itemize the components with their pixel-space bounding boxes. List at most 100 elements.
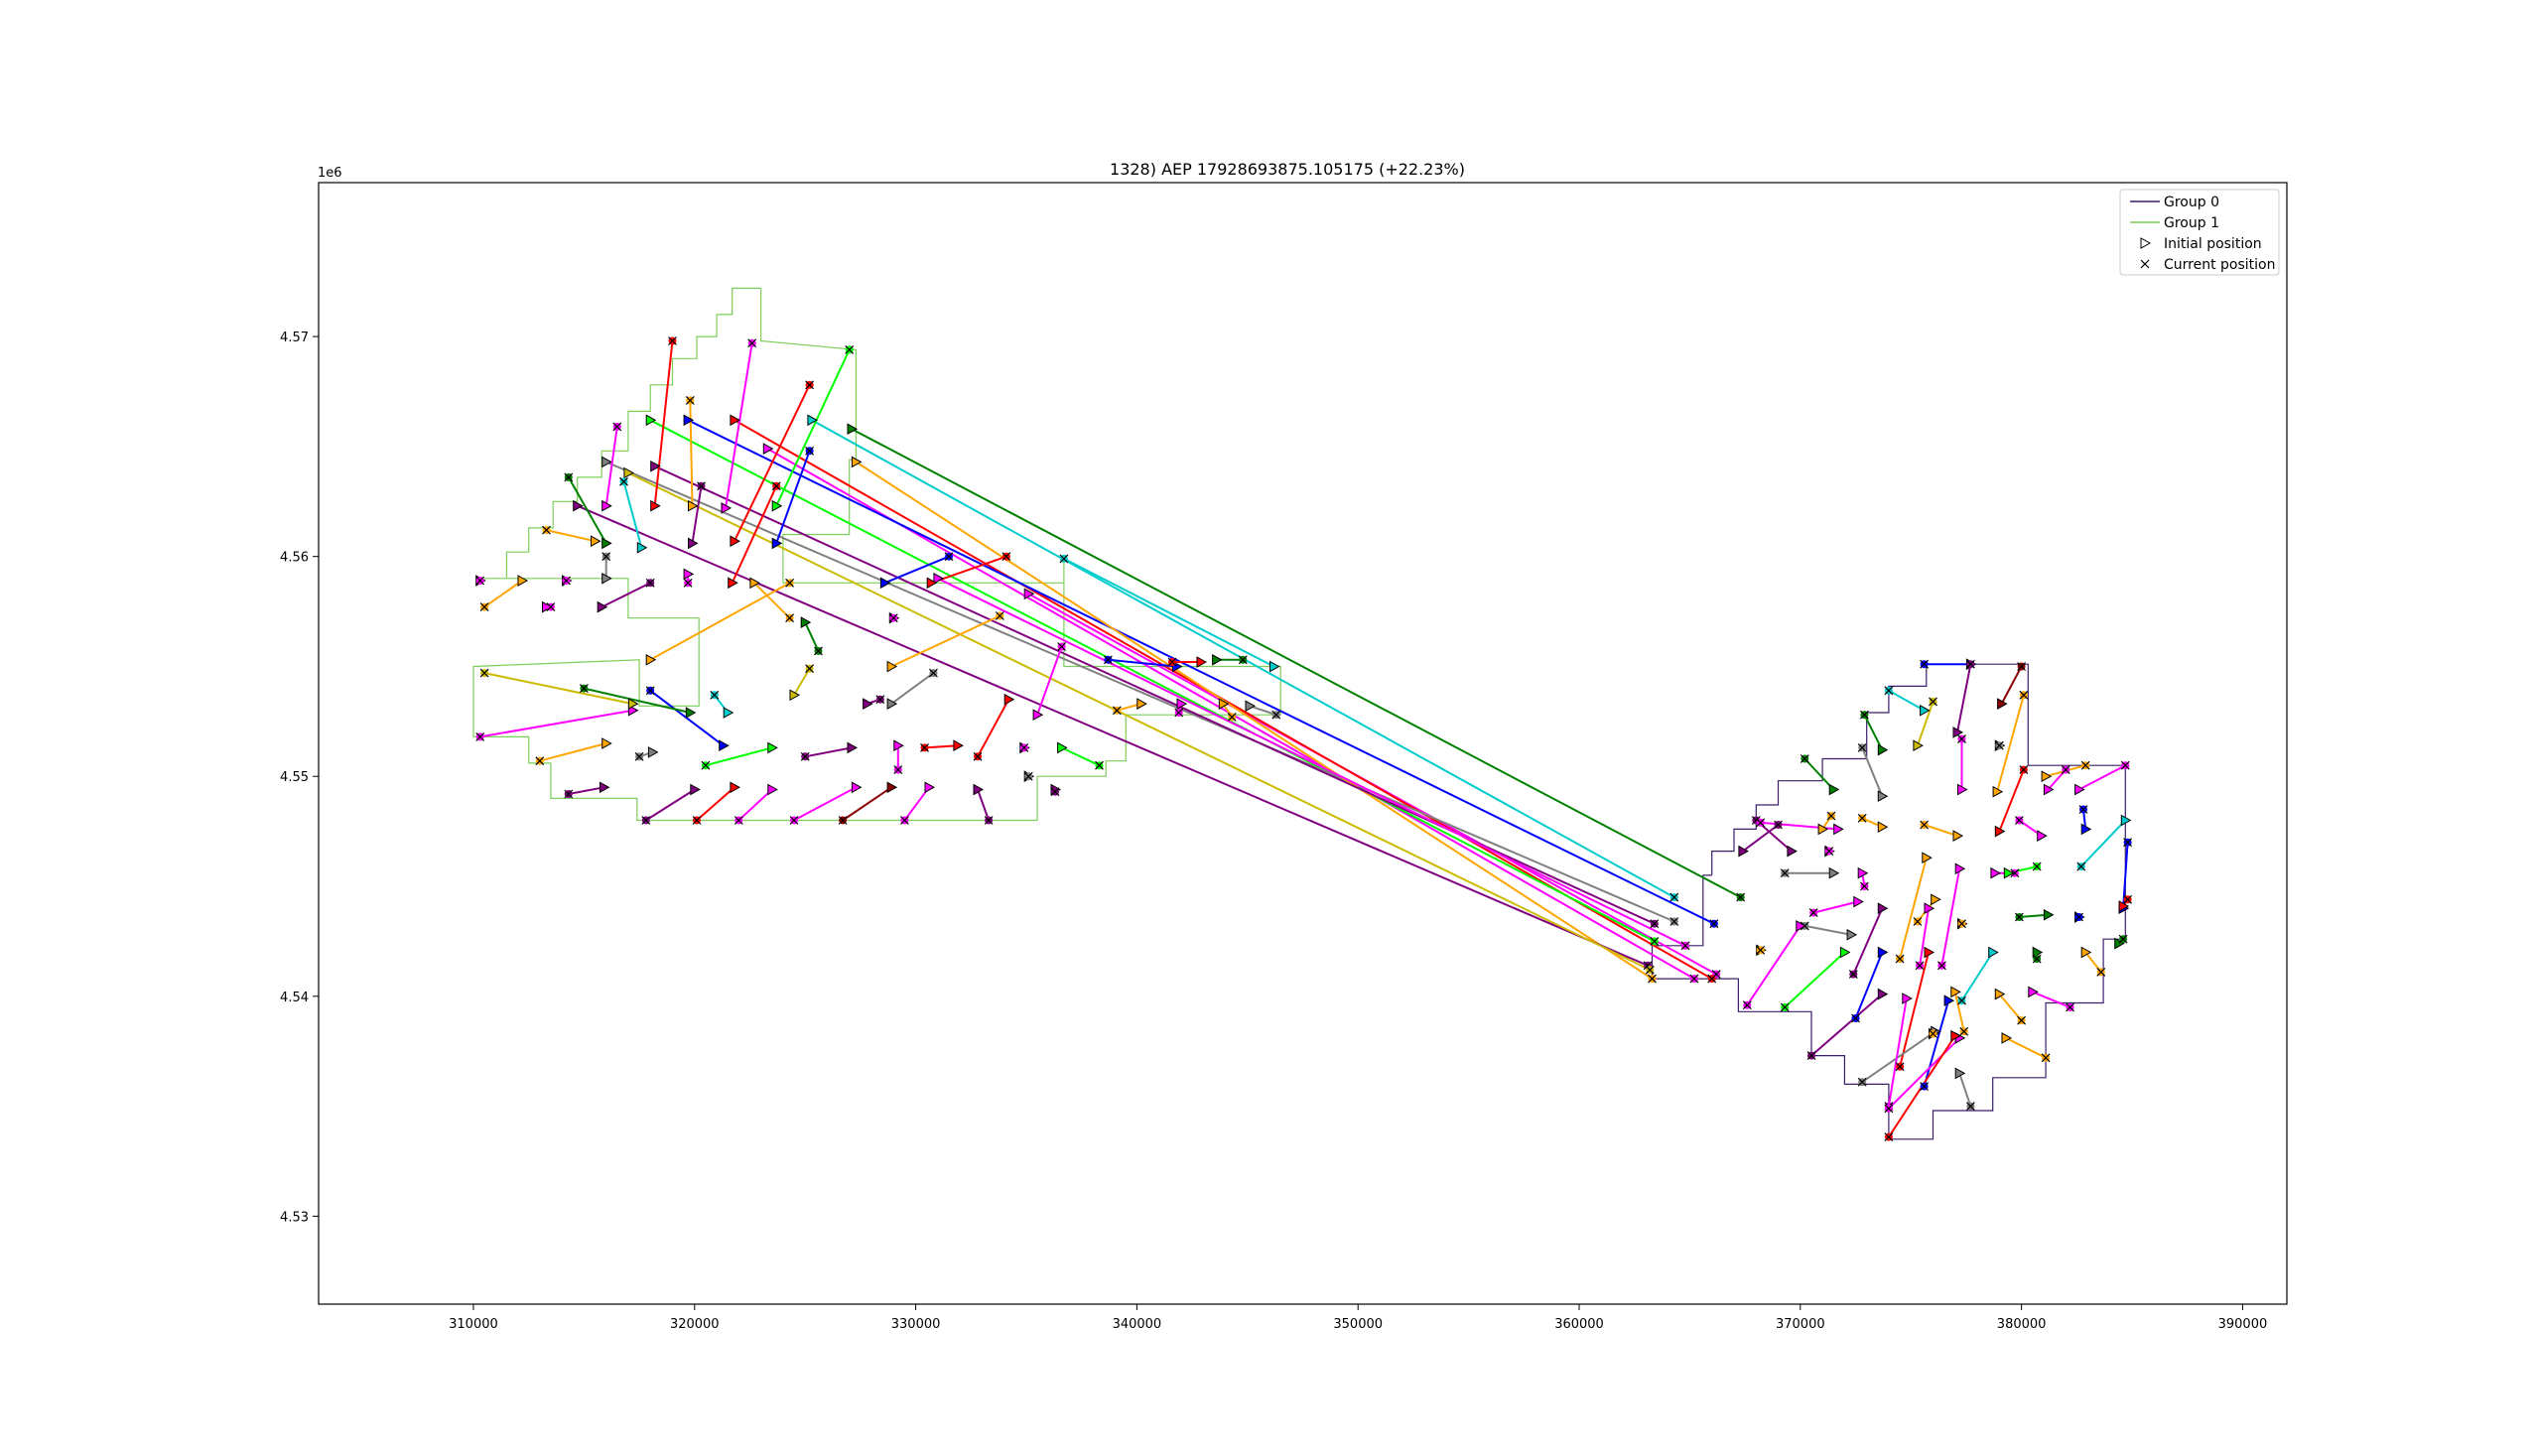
current-position-marker-47 bbox=[995, 611, 1004, 620]
movement-line-93 bbox=[2000, 666, 2023, 705]
movement-line-62 bbox=[977, 699, 1010, 757]
y-axis: 4.53 4.54 4.55 4.56 4.57 bbox=[280, 331, 319, 1225]
movement-line-31 bbox=[567, 476, 607, 544]
current-position-marker-94 bbox=[2019, 690, 2029, 700]
current-position-marker-21 bbox=[1174, 708, 1184, 718]
movement-line-43 bbox=[753, 582, 791, 619]
initial-position-marker-24 bbox=[688, 499, 699, 512]
current-position-marker-17 bbox=[1167, 657, 1177, 667]
current-position-marker-110 bbox=[2032, 954, 2042, 964]
movement-line-106 bbox=[2122, 842, 2129, 909]
movement-line-59 bbox=[805, 746, 853, 758]
boundary-group-0 bbox=[1651, 663, 2126, 1140]
current-position-marker-50 bbox=[1057, 642, 1067, 651]
initial-position-marker-36 bbox=[517, 575, 529, 587]
current-position-marker-46 bbox=[888, 613, 898, 623]
movement-line-8 bbox=[855, 461, 1654, 980]
initial-position-marker-115 bbox=[1988, 946, 1999, 959]
initial-position-marker-31 bbox=[601, 537, 612, 550]
initial-position-marker-30 bbox=[601, 499, 612, 512]
initial-position-marker-19 bbox=[1245, 700, 1257, 713]
movement-line-55 bbox=[584, 687, 691, 714]
boundary-group-1 bbox=[472, 287, 1281, 822]
current-position-marker-1 bbox=[1689, 974, 1699, 984]
initial-position-marker-75 bbox=[1738, 845, 1749, 858]
initial-position-marker-38 bbox=[597, 600, 608, 613]
initial-position-marker-129 bbox=[1877, 988, 1889, 1000]
initial-position-marker-86 bbox=[1877, 821, 1889, 834]
initial-position-marker-91 bbox=[1952, 830, 1964, 842]
initial-position-marker-120 bbox=[1954, 862, 1966, 875]
initial-position-marker-101 bbox=[2080, 823, 2092, 836]
initial-position-marker-70 bbox=[851, 781, 863, 794]
current-position-marker-58 bbox=[701, 760, 711, 770]
current-position-marker-20 bbox=[1227, 712, 1237, 722]
current-position-marker-88 bbox=[1920, 659, 1930, 669]
initial-position-marker-14 bbox=[879, 577, 891, 590]
current-position-marker-89 bbox=[1965, 659, 1975, 669]
movement-line-51 bbox=[479, 709, 633, 738]
current-position-marker-100 bbox=[2120, 760, 2130, 770]
initial-position-marker-119 bbox=[1931, 893, 1941, 906]
current-position-marker-35 bbox=[562, 576, 571, 586]
movement-line-27 bbox=[775, 348, 851, 507]
initial-position-marker-121 bbox=[1877, 946, 1889, 959]
initial-position-marker-13 bbox=[1269, 660, 1280, 673]
current-position-marker-113 bbox=[2017, 1015, 2027, 1025]
initial-position-marker-45 bbox=[789, 689, 801, 702]
movement-line-126 bbox=[1746, 925, 1801, 1006]
y-tick-label: 4.53 bbox=[280, 1210, 309, 1225]
current-position-marker-37 bbox=[475, 576, 485, 586]
current-position-marker-87 bbox=[1929, 697, 1937, 707]
current-position-marker-34 bbox=[601, 552, 611, 562]
current-position-marker-33 bbox=[542, 525, 551, 535]
initial-position-marker-102 bbox=[2003, 866, 2015, 879]
current-position-marker-73 bbox=[984, 816, 994, 825]
current-position-marker-60 bbox=[893, 765, 903, 775]
legend-x-icon bbox=[2140, 259, 2150, 269]
current-position-marker-119 bbox=[1913, 917, 1923, 926]
movement-line-36 bbox=[483, 580, 523, 608]
initial-position-marker-0 bbox=[1023, 588, 1035, 600]
initial-position-marker-111 bbox=[2028, 986, 2039, 998]
current-position-marker-108 bbox=[2118, 934, 2128, 944]
current-position-marker-7 bbox=[1669, 917, 1679, 926]
initial-position-marker-105 bbox=[2120, 814, 2132, 827]
current-position-marker-129 bbox=[1806, 1051, 1816, 1061]
axes-frame bbox=[318, 182, 2288, 1305]
current-position-marker-27 bbox=[845, 344, 855, 354]
initial-position-marker-6 bbox=[847, 423, 859, 436]
current-position-marker-64 bbox=[1023, 771, 1033, 781]
movement-line-32 bbox=[622, 481, 643, 549]
x-tick-label: 380000 bbox=[1997, 1317, 2047, 1332]
movement-line-134 bbox=[1888, 1037, 1960, 1110]
movement-line-23 bbox=[653, 340, 674, 506]
movement-line-19 bbox=[1249, 705, 1277, 717]
current-position-marker-90 bbox=[1957, 734, 1966, 744]
current-position-marker-75 bbox=[1774, 820, 1783, 830]
current-position-marker-66 bbox=[564, 789, 574, 799]
current-position-marker-56 bbox=[535, 756, 545, 766]
current-position-marker-131 bbox=[1929, 1029, 1937, 1038]
current-position-marker-16 bbox=[1103, 655, 1113, 665]
current-position-marker-30 bbox=[612, 422, 622, 432]
initial-position-marker-73 bbox=[973, 783, 985, 796]
movement-line-13 bbox=[1063, 558, 1274, 668]
legend-box bbox=[2119, 189, 2280, 276]
initial-position-marker-10 bbox=[623, 466, 634, 479]
x-tick-label: 330000 bbox=[891, 1317, 941, 1332]
initial-position-marker-62 bbox=[1003, 693, 1015, 706]
current-position-marker-116 bbox=[1957, 919, 1966, 929]
movement-line-105 bbox=[2080, 819, 2127, 867]
initial-position-marker-85 bbox=[1920, 704, 1931, 717]
initial-position-marker-9 bbox=[573, 499, 584, 512]
initial-position-marker-58 bbox=[767, 741, 778, 754]
initial-position-marker-109 bbox=[2080, 946, 2092, 959]
current-position-marker-68 bbox=[692, 816, 702, 825]
initial-position-marker-117 bbox=[1924, 902, 1935, 915]
current-position-marker-28 bbox=[805, 446, 815, 456]
current-position-marker-114 bbox=[1959, 1026, 1969, 1036]
movement-line-89 bbox=[1956, 664, 1972, 733]
initial-position-marker-76 bbox=[1787, 845, 1798, 858]
movement-line-48 bbox=[890, 672, 934, 705]
